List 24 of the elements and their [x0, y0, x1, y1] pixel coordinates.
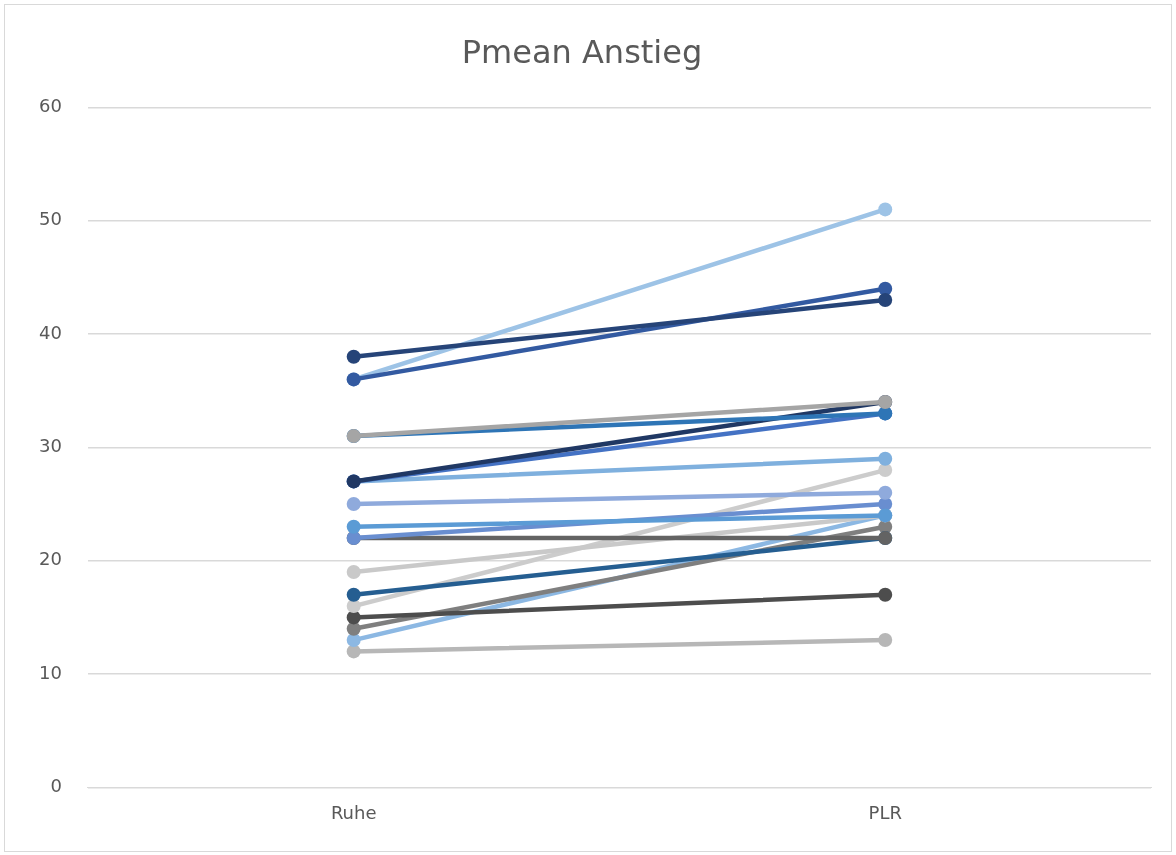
point	[346, 497, 361, 512]
y-tick-label: 60	[39, 95, 62, 117]
point	[346, 599, 361, 614]
point	[878, 451, 893, 466]
point	[346, 565, 361, 580]
x-tick-label: PLR	[868, 801, 902, 823]
y-tick-label: 50	[39, 208, 62, 230]
y-tick-label: 30	[39, 435, 62, 457]
point	[346, 519, 361, 534]
y-tick-label: 0	[50, 775, 62, 797]
point	[878, 633, 893, 648]
point	[878, 293, 893, 308]
x-tick-label: Ruhe	[330, 801, 377, 823]
point	[346, 587, 361, 602]
chart-title: Pmean Anstieg	[461, 32, 703, 71]
y-tick-label: 40	[39, 321, 62, 343]
y-tick-label: 20	[39, 548, 62, 570]
point	[346, 633, 361, 648]
point	[346, 349, 361, 364]
point	[878, 202, 893, 217]
y-tick-label: 10	[39, 661, 62, 683]
point	[878, 587, 893, 602]
point	[878, 463, 893, 478]
point	[878, 485, 893, 500]
